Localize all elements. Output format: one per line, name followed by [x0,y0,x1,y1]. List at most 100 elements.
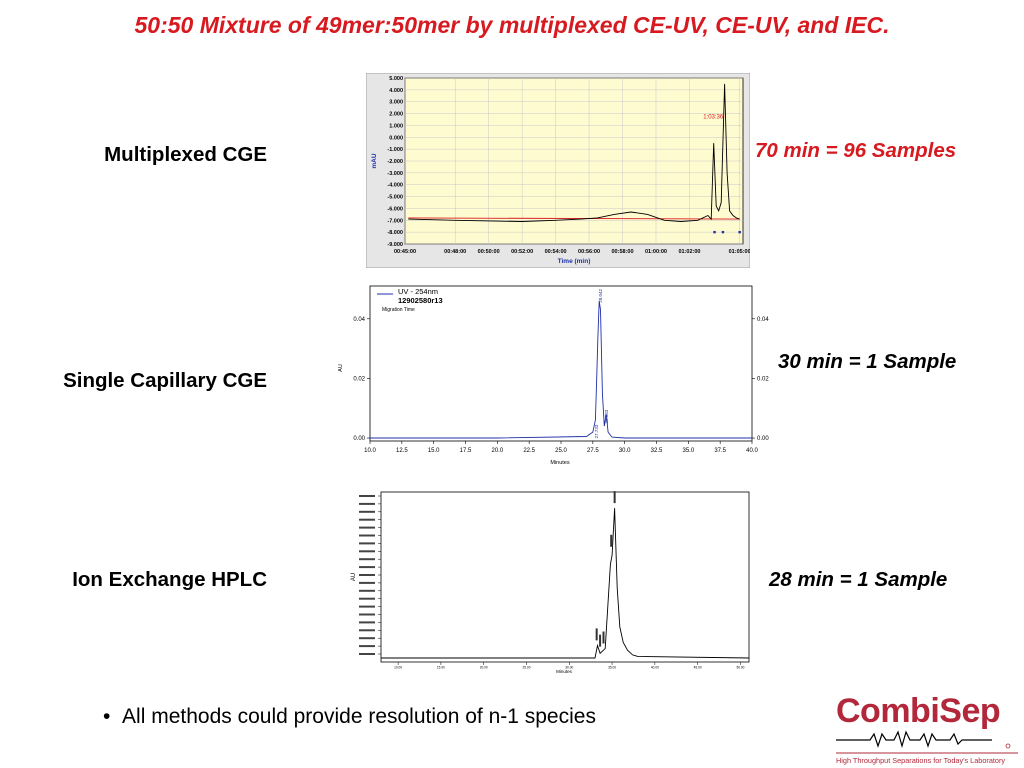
x-axis-label: Minutes [550,460,570,466]
y-tick-label-right: 0.02 [757,376,769,382]
y-axis-label: AU [351,573,357,581]
y-tick-label: 0.000 [389,135,403,141]
y-tick-label-illegible [359,613,375,616]
logo-wordmark: CombiSep [836,692,1000,730]
peak-label-illegible [599,634,602,647]
y-tick-label-illegible [359,558,375,561]
y-tick-label-illegible [359,526,375,529]
y-tick-label-illegible [359,597,375,600]
peak-label-illegible [602,631,605,644]
y-tick-label: -8.000 [387,230,403,236]
bullet-point: • All methods could provide resolution o… [103,705,596,729]
peak-label-illegible [610,534,613,547]
x-tick-label: 30.0 [619,448,631,454]
x-tick-label: 10.00 [394,666,402,670]
y-tick-label-illegible [359,589,375,592]
rate-multiplexed: 70 min = 96 Samples [755,139,957,162]
x-tick-label: 10.0 [364,448,376,454]
y-tick-label-illegible [359,581,375,584]
logo-trace-graphic [836,730,992,749]
x-tick-label: 00:45:00 [394,249,416,255]
y-tick-label: 1.000 [389,123,403,129]
x-tick-label: 00:54:00 [545,249,567,255]
x-tick-label: 25.0 [555,448,567,454]
x-tick-label: 00:58:00 [612,249,634,255]
y-tick-label: 4.000 [389,88,403,94]
x-tick-label: 30.00 [565,666,573,670]
x-tick-label: 12.5 [396,448,408,454]
plot-area [369,285,753,442]
peak-time-annotation: 1:03:36 [703,114,724,120]
x-tick-label: 40.0 [746,448,758,454]
y-tick-label: 0.04 [353,317,365,323]
method-label-ion-exchange: Ion Exchange HPLC [72,568,267,591]
legend-entry-2: 12902580r13 [398,296,443,305]
x-tick-label: 20.00 [480,666,488,670]
y-tick-label-illegible [359,534,375,537]
x-tick-label: 37.5 [714,448,726,454]
y-tick-label: 0.02 [353,376,365,382]
x-axis-label: Minutes [556,669,573,674]
plot-area [380,491,750,663]
method-label-single-capillary: Single Capillary CGE [63,369,267,392]
y-tick-label-right: 0.04 [757,317,769,323]
peak-label-illegible [595,628,598,641]
slide-title: 50:50 Mixture of 49mer:50mer by multiple… [134,12,890,38]
y-tick-label: -7.000 [387,218,403,224]
legend-entry-1: UV - 254nm [398,287,438,296]
trace-line [370,300,752,439]
x-tick-label: 00:56:00 [578,249,600,255]
y-axis-label: mAU [371,153,378,168]
multiplexed-cge-chart: 5.000 4.000 3.000 2.000 1.000 0.000 -1.000 -2.0… [366,73,750,268]
ion-exchange-hplc-chart: 10.00 15.00 20.00 25.00 30.00 35.00 40.00 45.00… [351,491,750,674]
x-tick-label: 17.5 [460,448,472,454]
x-tick-label: 15.00 [437,666,445,670]
y-tick-label-illegible [359,629,375,632]
y-tick-label-illegible [359,574,375,576]
x-tick-label: 01:02:00 [678,249,700,255]
y-tick-label: -1.000 [387,147,403,153]
y-tick-label-illegible [359,621,375,624]
y-tick-label-illegible [359,653,375,655]
peak-marker [721,230,725,234]
x-tick-label: 00:50:00 [478,249,500,255]
x-tick-label: 27.5 [587,448,599,454]
y-axis-label: AU [338,364,344,372]
y-tick-label: -3.000 [387,171,403,177]
rate-single-capillary: 30 min = 1 Sample [778,350,957,373]
y-tick-label: -5.000 [387,195,403,201]
y-tick-label: 0.00 [353,436,365,442]
y-tick-label-illegible [359,637,375,640]
y-tick-label-illegible [359,518,375,521]
peak-label: 28.533 [604,409,609,423]
x-tick-label: 00:48:00 [444,249,466,255]
y-tick-label-illegible [359,510,375,513]
y-tick-label-right: 0.00 [757,436,769,442]
single-capillary-cge-chart: UV - 254nm 12902580r13 Migration Time AU… [338,285,769,466]
x-tick-label: 00:52:00 [511,249,533,255]
y-tick-label-illegible [359,566,375,569]
y-tick-label: 2.000 [389,112,403,118]
x-tick-label: 35.0 [682,448,694,454]
y-tick-label: -2.000 [387,159,403,165]
method-label-multiplexed: Multiplexed CGE [104,143,267,166]
peak-marker [738,230,741,234]
x-tick-label: 01:00:00 [645,249,667,255]
y-tick-label-illegible [359,605,375,608]
logo-tagline: High Throughput Separations for Today's … [836,756,1005,765]
x-tick-label: 32.5 [651,448,663,454]
y-tick-label-illegible [359,502,375,505]
peak-marker [713,230,716,234]
combisep-logo: CombiSep High Throughput Separations for… [836,692,1018,765]
x-tick-label: 22.5 [523,448,535,454]
rate-ion-exchange: 28 min = 1 Sample [769,568,948,591]
x-axis-label: Time (min) [558,258,591,265]
x-tick-label: 15.0 [428,448,440,454]
chart-subtitle: Migration Time [382,307,415,313]
x-tick-label: 35.00 [608,666,616,670]
x-tick-label: 01:05:00 [729,249,750,255]
x-tick-label: 20.0 [491,448,503,454]
bullet-text: All methods could provide resolution of … [122,705,596,728]
baseline-red-line [408,217,740,220]
registered-mark [1005,743,1011,749]
